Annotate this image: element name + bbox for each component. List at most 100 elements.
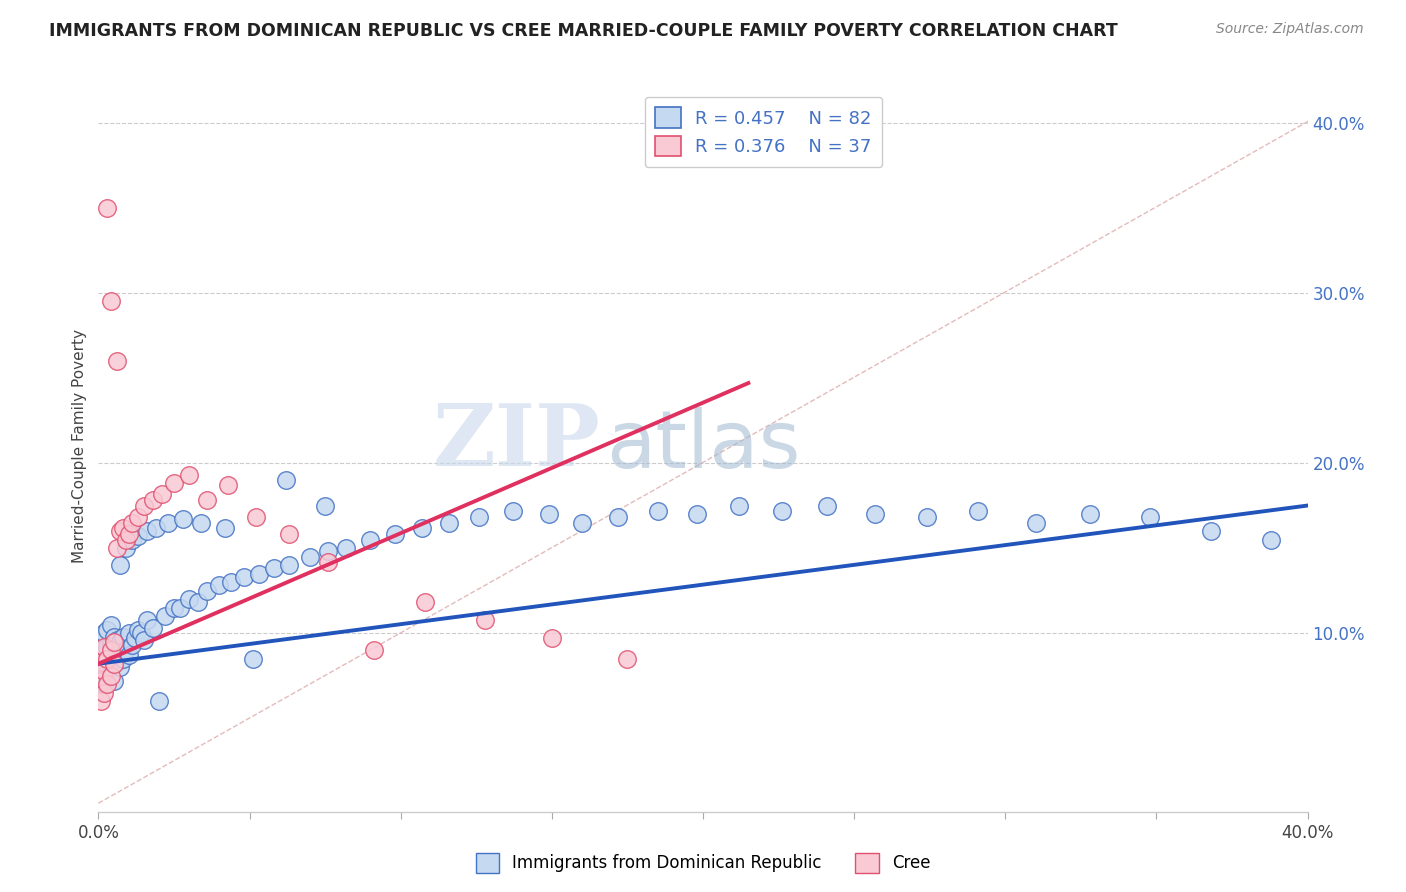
Point xyxy=(195,493,218,508)
Point xyxy=(93,686,115,700)
Point xyxy=(93,677,115,691)
Point xyxy=(90,655,112,669)
Point xyxy=(247,566,270,581)
Point xyxy=(103,673,125,688)
Point xyxy=(105,541,128,555)
Point xyxy=(263,561,285,575)
Point xyxy=(274,473,297,487)
Point xyxy=(129,626,152,640)
Point xyxy=(277,527,299,541)
Point xyxy=(915,510,938,524)
Point xyxy=(93,664,115,678)
Point xyxy=(474,613,496,627)
Point xyxy=(245,510,267,524)
Point xyxy=(172,512,194,526)
Point xyxy=(865,507,887,521)
Point xyxy=(132,499,155,513)
Point xyxy=(108,558,131,572)
Point xyxy=(108,634,131,648)
Point xyxy=(100,638,122,652)
Point xyxy=(111,651,134,665)
Point xyxy=(1078,507,1101,521)
Point xyxy=(616,651,638,665)
Point xyxy=(647,503,669,517)
Point xyxy=(335,541,357,555)
Point xyxy=(105,354,128,368)
Point xyxy=(1260,533,1282,547)
Point xyxy=(132,632,155,647)
Point xyxy=(121,533,143,547)
Point xyxy=(93,626,115,640)
Point xyxy=(153,609,176,624)
Point xyxy=(316,555,339,569)
Legend: R = 0.457    N = 82, R = 0.376    N = 37: R = 0.457 N = 82, R = 0.376 N = 37 xyxy=(644,96,883,167)
Point xyxy=(363,643,385,657)
Point xyxy=(179,467,201,482)
Point xyxy=(316,544,339,558)
Point xyxy=(502,503,524,517)
Point xyxy=(190,516,212,530)
Point xyxy=(100,617,122,632)
Point xyxy=(100,660,122,674)
Point xyxy=(90,651,112,665)
Point xyxy=(221,575,243,590)
Point xyxy=(967,503,990,517)
Point xyxy=(114,541,136,555)
Point xyxy=(96,640,118,654)
Point xyxy=(96,664,118,678)
Point xyxy=(150,486,173,500)
Point xyxy=(114,533,136,547)
Point xyxy=(384,527,406,541)
Point xyxy=(1139,510,1161,524)
Point xyxy=(90,634,112,648)
Point xyxy=(277,558,299,572)
Point xyxy=(468,510,491,524)
Point xyxy=(127,529,149,543)
Point xyxy=(103,634,125,648)
Point xyxy=(728,499,751,513)
Point xyxy=(360,533,382,547)
Point xyxy=(100,294,122,309)
Point xyxy=(118,648,141,663)
Point xyxy=(145,521,167,535)
Point xyxy=(103,648,125,663)
Point xyxy=(163,476,186,491)
Point xyxy=(1199,524,1222,538)
Point xyxy=(118,527,141,541)
Point xyxy=(135,524,157,538)
Point xyxy=(686,507,709,521)
Point xyxy=(90,673,112,688)
Point xyxy=(118,626,141,640)
Point xyxy=(90,694,112,708)
Point xyxy=(93,647,115,661)
Point xyxy=(187,595,209,609)
Point xyxy=(108,660,131,674)
Point xyxy=(537,507,560,521)
Point xyxy=(93,640,115,654)
Point xyxy=(96,677,118,691)
Point xyxy=(540,631,562,645)
Point xyxy=(179,592,201,607)
Point xyxy=(1024,516,1046,530)
Point xyxy=(214,521,236,535)
Point xyxy=(142,493,165,508)
Point xyxy=(114,643,136,657)
Point xyxy=(103,657,125,671)
Legend: Immigrants from Dominican Republic, Cree: Immigrants from Dominican Republic, Cree xyxy=(470,847,936,880)
Point xyxy=(105,632,128,647)
Point xyxy=(217,478,239,492)
Point xyxy=(124,631,146,645)
Point xyxy=(111,630,134,644)
Point xyxy=(103,630,125,644)
Point xyxy=(437,516,460,530)
Point xyxy=(105,655,128,669)
Point xyxy=(111,521,134,535)
Point xyxy=(163,600,186,615)
Point xyxy=(607,510,630,524)
Text: ZIP: ZIP xyxy=(433,401,600,484)
Point xyxy=(127,623,149,637)
Point xyxy=(169,600,191,615)
Point xyxy=(96,651,118,665)
Y-axis label: Married-Couple Family Poverty: Married-Couple Family Poverty xyxy=(72,329,87,563)
Point xyxy=(770,503,793,517)
